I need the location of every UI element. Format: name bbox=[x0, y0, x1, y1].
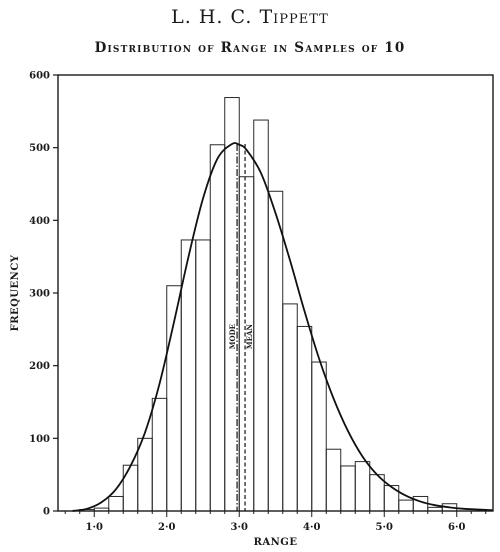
histogram-bar bbox=[209, 144, 226, 512]
histogram-bar bbox=[383, 485, 400, 512]
x-tick-label: 1·0 bbox=[86, 522, 103, 533]
y-tick-label: 600 bbox=[29, 71, 50, 82]
histogram-bar bbox=[398, 499, 414, 512]
mean-label: MEAN bbox=[245, 324, 254, 350]
histogram-bar bbox=[122, 464, 139, 512]
y-tick-label: 0 bbox=[43, 507, 50, 518]
chart-title: Distribution of Range in Samples of 10 bbox=[94, 40, 406, 56]
y-tick-label: 500 bbox=[29, 143, 50, 154]
plot-frame bbox=[57, 74, 494, 512]
histogram-bar bbox=[195, 239, 211, 512]
histogram-bar bbox=[267, 190, 284, 512]
histogram-bar bbox=[340, 465, 356, 512]
mode-label: MODE bbox=[228, 324, 237, 349]
histogram-bar bbox=[253, 119, 269, 512]
histogram-bar bbox=[311, 361, 327, 512]
histogram-bar bbox=[325, 448, 342, 512]
curve-layer bbox=[72, 142, 494, 512]
y-tick-label: 200 bbox=[29, 361, 50, 372]
histogram-bar bbox=[151, 397, 168, 512]
histogram-bar bbox=[282, 303, 298, 512]
x-axis-label: RANGE bbox=[254, 537, 298, 548]
x-tick-label: 3·0 bbox=[231, 522, 248, 533]
x-tick-label: 4·0 bbox=[303, 522, 320, 533]
histogram-bar bbox=[354, 461, 371, 512]
x-tick-label: 5·0 bbox=[376, 522, 393, 533]
x-tick-label: 2·0 bbox=[158, 522, 175, 533]
y-tick-label: 100 bbox=[29, 434, 50, 445]
page-header: L. H. C. Tippett bbox=[171, 6, 329, 28]
y-tick-label: 400 bbox=[29, 216, 50, 227]
histogram-bar bbox=[137, 437, 153, 512]
y-tick-label: 300 bbox=[29, 289, 50, 300]
reference-lines-layer: MODE MEAN bbox=[228, 144, 254, 511]
bars-layer bbox=[79, 97, 458, 512]
x-tick-label: 6·0 bbox=[448, 522, 465, 533]
fitted-curve bbox=[72, 142, 494, 512]
y-axis-label: FREQUENCY bbox=[10, 254, 21, 331]
histogram-bar bbox=[296, 325, 313, 512]
x-axis: 1·0 2·0 3·0 4·0 5·0 6·0 bbox=[64, 511, 487, 533]
y-axis: 0 100 200 300 400 500 600 bbox=[29, 71, 58, 518]
histogram-bar bbox=[108, 495, 124, 512]
